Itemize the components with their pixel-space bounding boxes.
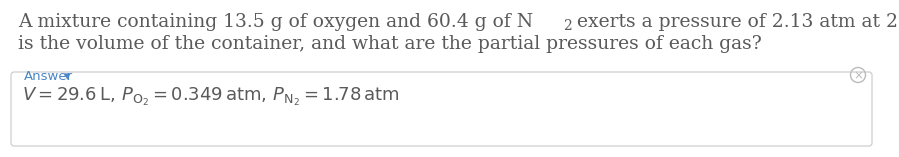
Text: A mixture containing 13.5 g of oxygen and 60.4 g of N: A mixture containing 13.5 g of oxygen an…: [18, 13, 533, 31]
Text: Answer: Answer: [24, 70, 73, 83]
FancyBboxPatch shape: [11, 72, 872, 146]
Text: is the volume of the container, and what are the partial pressures of each gas?: is the volume of the container, and what…: [18, 35, 761, 53]
Text: 2: 2: [563, 19, 572, 33]
Text: ▾: ▾: [64, 70, 71, 83]
Text: $V = 29.6\,\mathrm{L},\,P_{\mathrm{O}_2} = 0.349\,\mathrm{atm},\,P_{\mathrm{N}_2: $V = 29.6\,\mathrm{L},\,P_{\mathrm{O}_2}…: [22, 86, 399, 108]
Text: ×: ×: [853, 69, 863, 82]
Text: exerts a pressure of 2.13 atm at 25°C. What: exerts a pressure of 2.13 atm at 25°C. W…: [571, 13, 899, 31]
